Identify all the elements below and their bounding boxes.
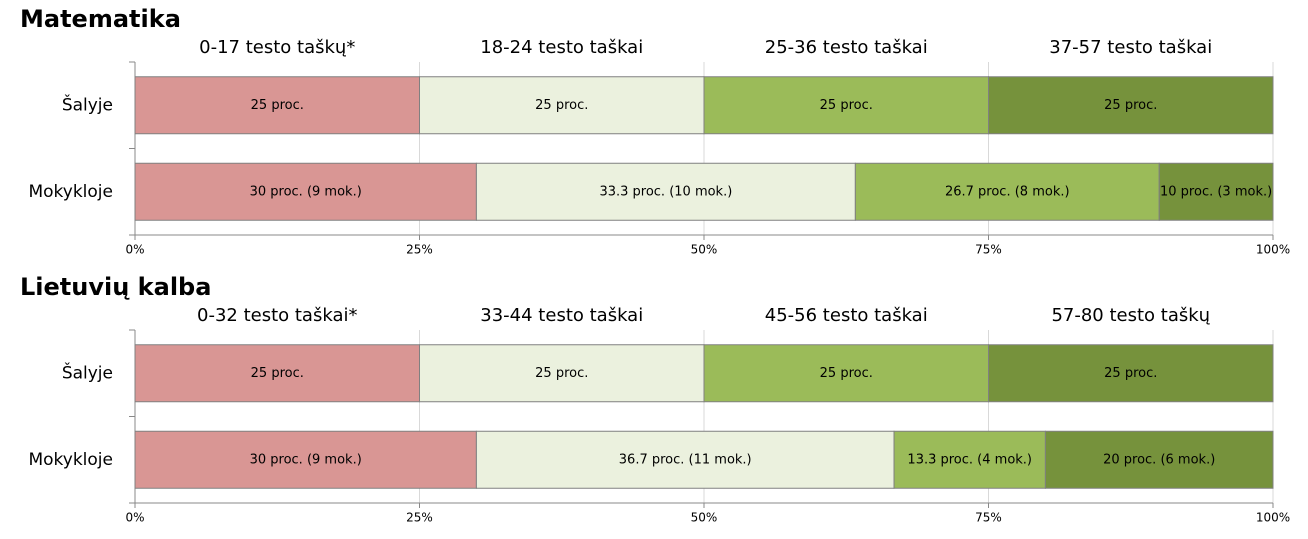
legend-entry: 0-17 testo taškų* — [199, 37, 355, 58]
legend-entry: 33-44 testo taškai — [480, 305, 643, 326]
value-label: 33.3 proc. (10 mok.) — [599, 184, 732, 199]
legend-entry: 45-56 testo taškai — [765, 305, 928, 326]
bar-segment — [988, 344, 1274, 403]
value-label: 25 proc. — [1104, 98, 1157, 113]
value-label: 20 proc. (6 mok.) — [1103, 452, 1215, 467]
value-label: 25 proc. — [1104, 366, 1157, 381]
legend-entry: 25-36 testo taškai — [765, 37, 928, 58]
bar-segment — [703, 76, 989, 135]
chart-title: Matematika — [20, 5, 181, 33]
value-label: 25 proc. — [251, 98, 304, 113]
bar-segment — [134, 430, 477, 489]
category-label: Mokykloje — [28, 182, 113, 202]
bar-segment — [134, 162, 477, 221]
x-tick-label: 0% — [125, 243, 144, 257]
bar-segment — [475, 430, 895, 489]
value-label: 25 proc. — [820, 366, 873, 381]
x-tick-label: 75% — [975, 511, 1002, 525]
bar-segment — [475, 162, 856, 221]
x-tick-label: 0% — [125, 511, 144, 525]
x-tick-label: 100% — [1256, 243, 1290, 257]
legend-entry: 0-32 testo taškai* — [197, 305, 357, 326]
bar-segment — [1044, 430, 1274, 489]
x-tick-label: 75% — [975, 243, 1002, 257]
category-label: Mokykloje — [28, 450, 113, 470]
x-tick-label: 50% — [691, 243, 718, 257]
value-label: 36.7 proc. (11 mok.) — [619, 452, 752, 467]
x-tick-label: 100% — [1256, 511, 1290, 525]
bar-segment — [988, 76, 1274, 135]
legend-entry: 18-24 testo taškai — [480, 37, 643, 58]
bar-segment — [1158, 162, 1274, 221]
category-label: Šalyje — [62, 93, 113, 115]
legend-entry: 37-57 testo taškai — [1049, 37, 1212, 58]
value-label: 25 proc. — [820, 98, 873, 113]
bar-segment — [419, 344, 705, 403]
bar-segment — [893, 430, 1046, 489]
x-tick-label: 25% — [406, 243, 433, 257]
value-label: 26.7 proc. (8 mok.) — [945, 184, 1070, 199]
value-label: 25 proc. — [535, 366, 588, 381]
value-label: 30 proc. (9 mok.) — [250, 452, 362, 467]
category-label: Šalyje — [62, 361, 113, 383]
chart-title: Lietuvių kalba — [20, 273, 211, 301]
value-label: 10 proc. (3 mok.) — [1160, 184, 1272, 199]
x-tick-label: 50% — [691, 511, 718, 525]
bar-segment — [134, 76, 420, 135]
value-label: 25 proc. — [251, 366, 304, 381]
legend-entry: 57-80 testo taškų — [1051, 305, 1210, 326]
bar-segment — [854, 162, 1160, 221]
value-label: 30 proc. (9 mok.) — [250, 184, 362, 199]
x-tick-label: 25% — [406, 511, 433, 525]
value-label: 25 proc. — [535, 98, 588, 113]
value-label: 13.3 proc. (4 mok.) — [907, 452, 1032, 467]
